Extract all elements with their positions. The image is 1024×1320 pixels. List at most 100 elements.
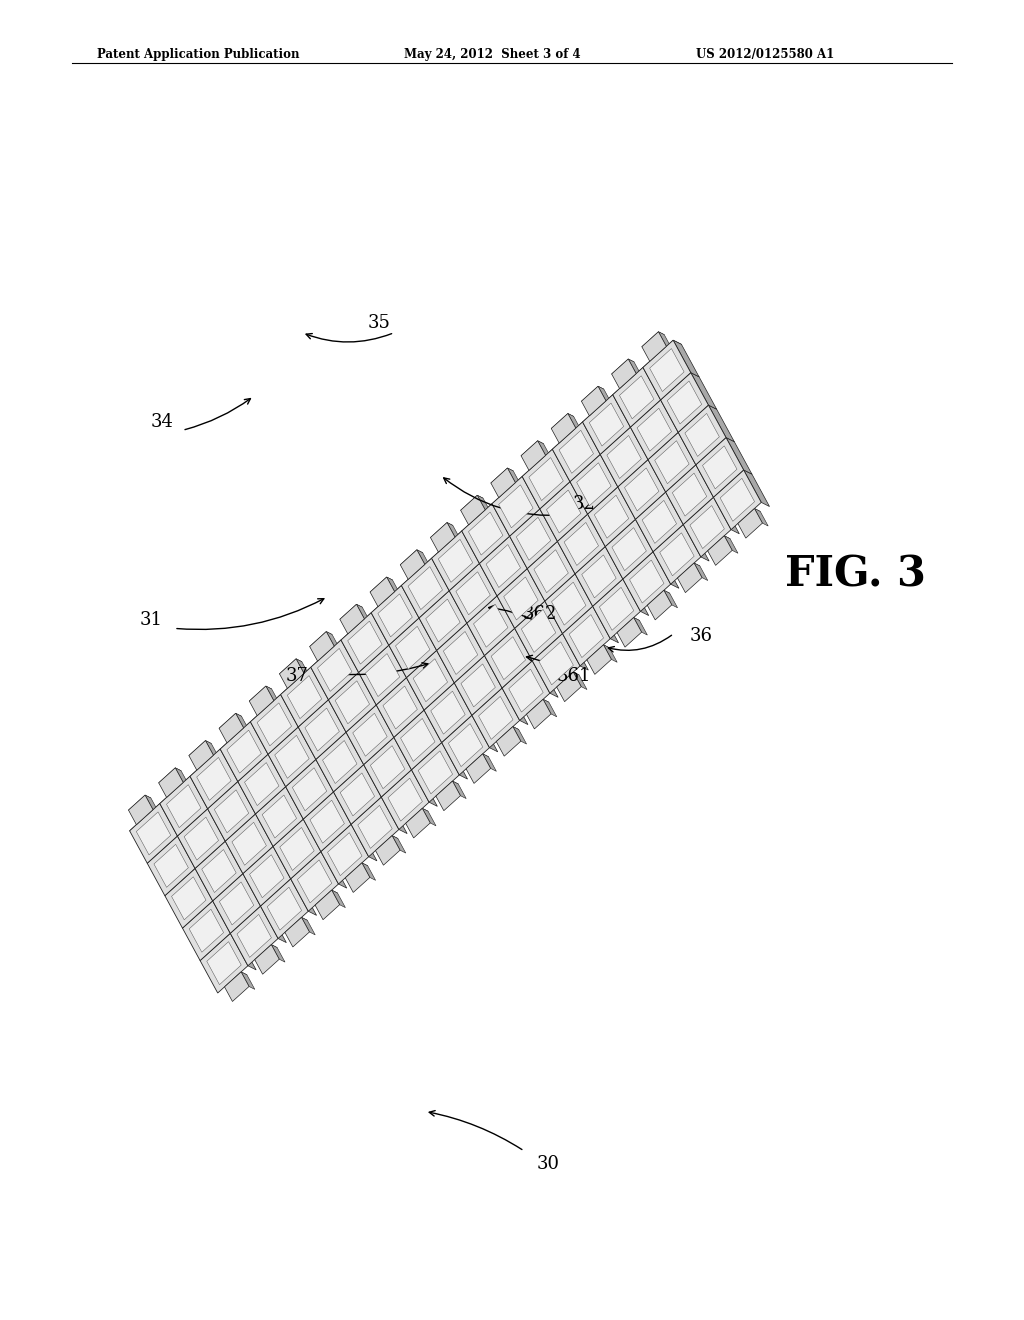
Polygon shape xyxy=(387,577,400,594)
Polygon shape xyxy=(593,606,618,643)
Text: Patent Application Publication: Patent Application Publication xyxy=(97,49,300,61)
Polygon shape xyxy=(492,477,530,508)
Polygon shape xyxy=(358,645,397,677)
Polygon shape xyxy=(160,776,199,808)
Polygon shape xyxy=(376,836,398,854)
Polygon shape xyxy=(236,713,250,731)
Polygon shape xyxy=(431,558,458,595)
Polygon shape xyxy=(653,524,700,585)
Polygon shape xyxy=(431,692,465,734)
Polygon shape xyxy=(213,874,251,906)
Polygon shape xyxy=(175,768,189,785)
Polygon shape xyxy=(540,482,579,513)
Polygon shape xyxy=(351,797,399,857)
Polygon shape xyxy=(130,804,168,836)
Polygon shape xyxy=(297,859,332,903)
Polygon shape xyxy=(726,437,752,474)
Polygon shape xyxy=(274,735,309,779)
Polygon shape xyxy=(321,824,369,884)
Polygon shape xyxy=(443,631,478,675)
Polygon shape xyxy=(389,618,436,677)
Polygon shape xyxy=(436,781,459,799)
Polygon shape xyxy=(461,495,483,513)
Polygon shape xyxy=(345,863,370,892)
Polygon shape xyxy=(588,513,613,550)
Polygon shape xyxy=(128,795,153,825)
Polygon shape xyxy=(486,545,520,587)
Polygon shape xyxy=(376,677,424,738)
Polygon shape xyxy=(683,524,710,561)
Polygon shape xyxy=(280,828,314,870)
Polygon shape xyxy=(145,795,159,813)
Polygon shape xyxy=(636,492,683,552)
Polygon shape xyxy=(492,636,525,680)
Polygon shape xyxy=(466,754,490,783)
Polygon shape xyxy=(412,743,460,803)
Polygon shape xyxy=(219,882,254,925)
Polygon shape xyxy=(430,523,455,552)
Polygon shape xyxy=(612,367,651,399)
Polygon shape xyxy=(631,428,656,463)
Polygon shape xyxy=(557,672,582,702)
Polygon shape xyxy=(208,781,246,813)
Polygon shape xyxy=(317,648,352,692)
Polygon shape xyxy=(587,644,611,675)
Polygon shape xyxy=(532,634,570,665)
Polygon shape xyxy=(516,517,551,560)
Polygon shape xyxy=(467,595,515,656)
Polygon shape xyxy=(190,748,228,780)
Polygon shape xyxy=(664,590,678,607)
Polygon shape xyxy=(540,510,565,545)
Polygon shape xyxy=(593,579,631,610)
Polygon shape xyxy=(617,487,644,524)
Polygon shape xyxy=(629,359,642,376)
Polygon shape xyxy=(492,504,518,540)
Polygon shape xyxy=(165,869,204,900)
Polygon shape xyxy=(569,615,603,657)
Polygon shape xyxy=(636,492,674,524)
Polygon shape xyxy=(617,618,642,647)
Polygon shape xyxy=(213,900,239,937)
Polygon shape xyxy=(521,441,546,470)
Polygon shape xyxy=(271,945,285,962)
Polygon shape xyxy=(288,676,322,718)
Polygon shape xyxy=(262,795,297,838)
Polygon shape xyxy=(562,634,589,671)
Polygon shape xyxy=(401,558,440,590)
Polygon shape xyxy=(260,906,287,942)
Polygon shape xyxy=(690,506,724,549)
Polygon shape xyxy=(190,776,216,813)
Polygon shape xyxy=(340,605,365,634)
Polygon shape xyxy=(232,822,266,865)
Polygon shape xyxy=(296,659,310,676)
Polygon shape xyxy=(490,469,513,486)
Polygon shape xyxy=(510,510,548,540)
Polygon shape xyxy=(334,764,381,824)
Polygon shape xyxy=(381,770,420,801)
Polygon shape xyxy=(273,820,321,879)
Polygon shape xyxy=(738,508,760,527)
Polygon shape xyxy=(348,622,382,664)
Polygon shape xyxy=(241,972,255,990)
Polygon shape xyxy=(636,519,662,556)
Polygon shape xyxy=(309,631,334,661)
Polygon shape xyxy=(224,972,249,1002)
Polygon shape xyxy=(147,836,185,867)
Polygon shape xyxy=(612,528,646,570)
Polygon shape xyxy=(623,552,662,583)
Polygon shape xyxy=(575,546,613,578)
Polygon shape xyxy=(502,688,528,725)
Polygon shape xyxy=(200,933,248,993)
Polygon shape xyxy=(617,459,666,519)
Polygon shape xyxy=(346,705,384,737)
Polygon shape xyxy=(696,437,743,498)
Polygon shape xyxy=(582,387,606,416)
Polygon shape xyxy=(643,341,681,372)
Polygon shape xyxy=(407,651,455,710)
Polygon shape xyxy=(255,787,303,846)
Polygon shape xyxy=(467,623,493,660)
Polygon shape xyxy=(358,672,384,709)
Polygon shape xyxy=(298,727,325,763)
Polygon shape xyxy=(281,668,319,698)
Polygon shape xyxy=(559,430,594,474)
